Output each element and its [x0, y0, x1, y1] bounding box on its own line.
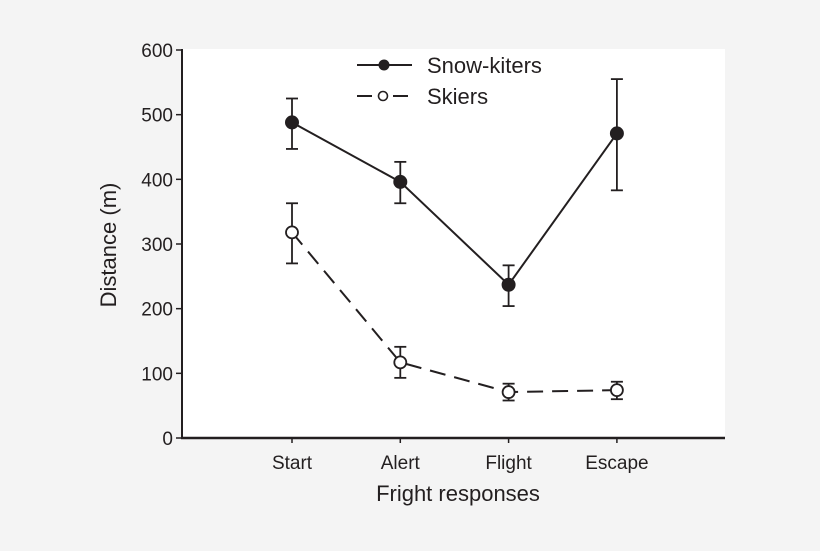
data-point-open: [285, 225, 299, 240]
data-point-filled: [393, 174, 408, 189]
y-tick-label: 300: [141, 235, 173, 256]
x-axis-title: Fright responses: [376, 481, 540, 506]
x-tick-label: Flight: [485, 453, 532, 474]
legend-marker-filled: [378, 59, 390, 71]
legend: Snow-kiters Skiers: [357, 53, 542, 109]
data-point-filled: [501, 277, 516, 292]
data-point-open: [610, 383, 624, 398]
series-layer: [285, 78, 624, 402]
data-point-filled: [609, 126, 624, 141]
legend-item: Skiers: [357, 84, 488, 109]
x-axis: Start Alert Flight Escape: [181, 436, 725, 474]
y-axis: 0 100 200 300 400 500 600: [141, 41, 183, 450]
series-snow-kiters: [285, 78, 624, 307]
data-point-open: [393, 355, 408, 370]
x-tick-label: Start: [272, 453, 313, 474]
series-line: [291, 121, 618, 287]
plot-area: [182, 49, 725, 438]
legend-item: Snow-kiters: [357, 53, 542, 78]
legend-label: Snow-kiters: [427, 53, 542, 78]
legend-label: Skiers: [427, 84, 488, 109]
y-tick-label: 500: [141, 106, 173, 127]
y-axis-title: Distance (m): [96, 183, 121, 308]
x-tick-label: Escape: [585, 453, 648, 474]
legend-marker-open: [377, 90, 389, 102]
x-tick-label: Alert: [381, 453, 421, 474]
y-tick-label: 0: [162, 429, 173, 450]
y-tick-label: 200: [141, 300, 173, 321]
series-line: [291, 231, 617, 394]
series-skiers: [285, 202, 624, 402]
y-tick-label: 400: [141, 170, 173, 191]
y-tick-label: 100: [141, 364, 173, 385]
data-point-filled: [285, 115, 299, 130]
data-point-open: [501, 385, 516, 399]
y-tick-label: 600: [141, 41, 173, 62]
